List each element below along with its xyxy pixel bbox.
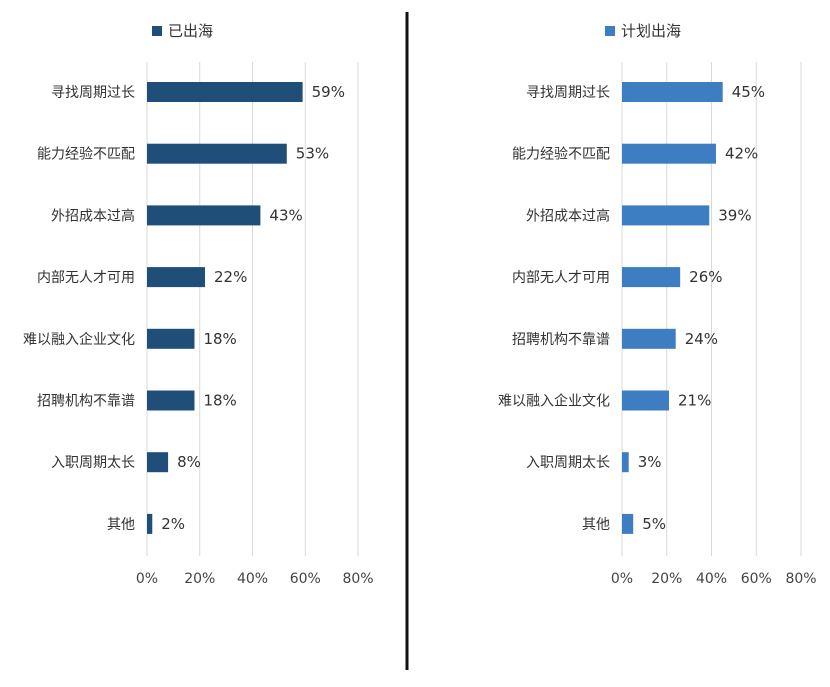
bar bbox=[622, 143, 716, 164]
value-label: 59% bbox=[312, 83, 345, 101]
category-label: 入职周期太长 bbox=[526, 455, 610, 471]
x-tick-label: 60% bbox=[290, 571, 321, 587]
bar bbox=[622, 267, 681, 288]
category-label: 难以融入企业文化 bbox=[498, 393, 610, 410]
value-label: 21% bbox=[678, 392, 711, 410]
bar bbox=[622, 390, 669, 411]
category-label: 外招成本过高 bbox=[51, 207, 135, 224]
bar bbox=[147, 143, 287, 164]
legend-swatch bbox=[152, 26, 162, 36]
bar bbox=[622, 205, 710, 226]
value-label: 42% bbox=[725, 145, 758, 163]
category-label: 能力经验不匹配 bbox=[37, 147, 135, 163]
value-label: 18% bbox=[203, 392, 236, 410]
x-tick-label: 20% bbox=[184, 571, 215, 587]
category-label: 难以融入企业文化 bbox=[23, 331, 135, 348]
legend-label: 计划出海 bbox=[621, 22, 681, 40]
x-tick-label: 0% bbox=[611, 571, 633, 587]
bar bbox=[622, 328, 676, 349]
category-label: 招聘机构不靠谱 bbox=[512, 332, 610, 348]
chart-panel-left: 已出海 0% 20% 40% 60% 80% 寻找周期过长 59% 能力经验不匹配 53% 外招成本… bbox=[23, 22, 374, 587]
category-label: 其他 bbox=[582, 517, 610, 533]
legend-swatch bbox=[605, 26, 615, 36]
bar bbox=[147, 452, 169, 473]
bar bbox=[147, 328, 195, 349]
category-label: 内部无人才可用 bbox=[512, 270, 610, 286]
category-label: 入职周期太长 bbox=[51, 455, 135, 471]
bar bbox=[147, 390, 195, 411]
x-tick-label: 80% bbox=[785, 571, 816, 587]
category-label: 其他 bbox=[107, 517, 135, 533]
value-label: 43% bbox=[269, 206, 302, 224]
bar bbox=[622, 513, 634, 534]
x-tick-label: 20% bbox=[651, 571, 682, 587]
x-tick-label: 40% bbox=[237, 571, 268, 587]
value-label: 8% bbox=[177, 453, 201, 471]
value-label: 18% bbox=[203, 330, 236, 348]
value-label: 3% bbox=[638, 453, 662, 471]
bar bbox=[147, 267, 206, 288]
category-label: 招聘机构不靠谱 bbox=[37, 394, 135, 410]
bar bbox=[147, 513, 153, 534]
value-label: 26% bbox=[689, 268, 722, 286]
value-label: 39% bbox=[718, 206, 751, 224]
bar bbox=[622, 82, 723, 102]
bar bbox=[622, 452, 629, 473]
category-label: 内部无人才可用 bbox=[37, 270, 135, 286]
value-label: 2% bbox=[161, 515, 185, 533]
bar bbox=[147, 82, 303, 102]
chart-panel-right: 计划出海 0% 20% 40% 60% 80% 寻找周期过长 45% 能力经验不匹配 42% 外招成… bbox=[498, 22, 817, 587]
value-label: 53% bbox=[296, 145, 329, 163]
value-label: 22% bbox=[214, 268, 247, 286]
legend-label: 已出海 bbox=[168, 22, 213, 40]
category-label: 外招成本过高 bbox=[526, 207, 610, 224]
category-label: 寻找周期过长 bbox=[51, 85, 135, 101]
category-label: 能力经验不匹配 bbox=[512, 147, 610, 163]
x-tick-label: 0% bbox=[136, 571, 158, 587]
value-label: 5% bbox=[642, 515, 666, 533]
bar bbox=[147, 205, 261, 226]
x-tick-label: 60% bbox=[741, 571, 772, 587]
value-label: 45% bbox=[732, 83, 765, 101]
value-label: 24% bbox=[685, 330, 718, 348]
category-label: 寻找周期过长 bbox=[526, 85, 610, 101]
x-tick-label: 40% bbox=[696, 571, 727, 587]
x-tick-label: 80% bbox=[342, 571, 373, 587]
